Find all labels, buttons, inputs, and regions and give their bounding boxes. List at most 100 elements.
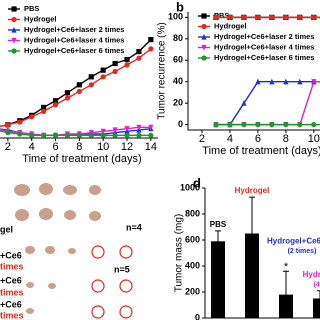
legend-marker [11, 6, 17, 12]
axis-frame [187, 12, 320, 131]
legend-marker [201, 55, 207, 61]
marker [112, 127, 118, 134]
x-tick-label: 4 [29, 141, 35, 153]
y-axis-label: Tumor recurrence (%) [157, 22, 168, 119]
legend-label: Hydrogel [214, 21, 247, 30]
marker [52, 102, 59, 108]
marker [64, 132, 71, 138]
marker [112, 68, 118, 75]
marker [213, 14, 219, 20]
marker [88, 132, 94, 138]
marker [100, 128, 106, 135]
panel-label: d [193, 175, 201, 190]
marker [100, 132, 106, 138]
marker [136, 132, 142, 138]
y-tick-label: 40 [173, 76, 183, 86]
marker [124, 132, 130, 138]
y-tick-label: 100 [168, 12, 183, 22]
marker [227, 14, 233, 20]
marker [124, 126, 130, 132]
marker [255, 78, 261, 85]
marker [136, 55, 142, 61]
y-axis-label: Tumor mass (mg) [174, 214, 185, 293]
marker [283, 14, 289, 20]
legend-marker [11, 16, 17, 23]
row-label: gel [0, 224, 13, 234]
marker [311, 79, 317, 85]
marker [88, 82, 94, 88]
marker [269, 78, 275, 85]
legend-label: Hydrogel+Ce6+laser 4 times [214, 42, 314, 51]
marker [100, 74, 106, 80]
marker [148, 46, 154, 52]
x-tick-label: 12 [121, 141, 133, 153]
marker [297, 78, 303, 85]
y-tick-label: 20 [173, 98, 183, 108]
y-tick-label: 80 [173, 33, 183, 43]
marker [148, 36, 154, 43]
category-label: (4 times) [314, 282, 320, 289]
tumor-photos [14, 183, 101, 314]
marker [241, 100, 247, 106]
marker [255, 14, 261, 20]
marker [255, 122, 261, 128]
x-axis-label: Time of treatment (days) [22, 153, 141, 165]
legend-marker [201, 44, 207, 51]
marker [136, 48, 142, 55]
marker [76, 88, 82, 95]
marker [41, 108, 47, 114]
row-label: +Ce6 [0, 250, 22, 260]
marker [5, 130, 11, 136]
row-label: +Ce6 [0, 299, 22, 309]
legend-marker [201, 23, 207, 30]
marker [213, 122, 219, 128]
marker [29, 114, 35, 120]
marker [311, 14, 317, 20]
marker [124, 62, 130, 68]
marker [64, 90, 71, 96]
marker [124, 56, 130, 63]
marker [297, 14, 303, 20]
x-tick-label: 2 [199, 133, 205, 145]
marker [41, 104, 47, 111]
marker [136, 124, 142, 131]
x-tick-label: 10 [97, 141, 109, 153]
empty-markers [91, 245, 133, 319]
annotation: * [284, 261, 289, 273]
marker [29, 132, 35, 138]
bar [313, 298, 320, 318]
error-bar [215, 230, 221, 242]
y-tick-label: 600 [185, 234, 200, 244]
row-label: times [0, 261, 24, 271]
x-tick-label: 6 [52, 141, 58, 153]
marker [5, 122, 11, 128]
y-tick-label: 200 [185, 286, 200, 296]
count-label: n=4 [126, 222, 142, 232]
series-line [215, 81, 320, 126]
marker [112, 132, 118, 138]
y-tick-label: 400 [185, 260, 200, 270]
marker [52, 132, 59, 138]
marker [100, 67, 106, 73]
y-tick-label: 800 [185, 208, 200, 218]
category-label: Hydrogel [235, 186, 270, 195]
row-label: times [0, 287, 24, 297]
x-tick-label: 2 [5, 141, 11, 153]
marker [297, 122, 303, 128]
count-label: n=5 [114, 264, 130, 274]
legend-label: Hydrogel+Ce6+laser 6 times [24, 46, 124, 55]
marker [76, 132, 82, 138]
panel-label: b [176, 0, 184, 14]
bar [211, 241, 225, 318]
row-label: +Ce6 [0, 275, 22, 285]
marker [52, 98, 59, 104]
legend-label: PBS [214, 11, 229, 20]
marker [241, 122, 247, 128]
legend-marker [11, 37, 17, 44]
y-tick-label: 60 [173, 55, 183, 65]
y-tick-label: 1000 [180, 182, 200, 192]
category-label: PBS [210, 220, 227, 229]
marker [269, 122, 275, 128]
